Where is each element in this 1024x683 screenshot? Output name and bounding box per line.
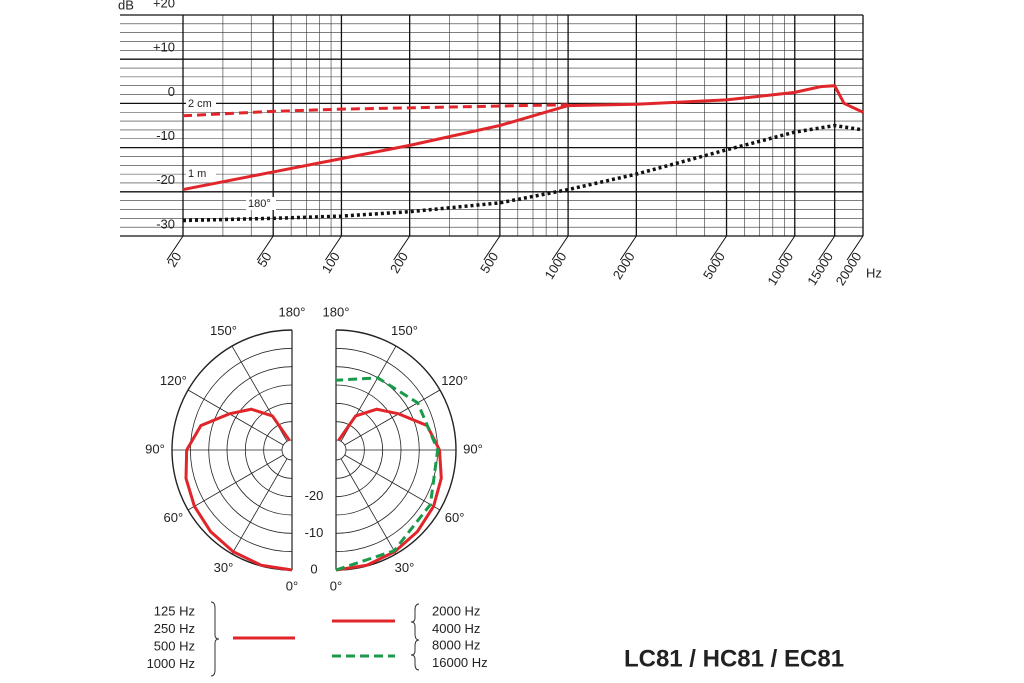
x-tick-label: 200	[387, 249, 411, 275]
polar-ring	[335, 439, 347, 461]
x-tick-label: 5000	[700, 249, 728, 281]
theta-label: 90°	[463, 441, 483, 456]
tick-mark	[483, 235, 501, 261]
y-axis-label: dB	[118, 0, 134, 12]
y-tick-label: -20	[156, 172, 175, 187]
legend-label: 16000 Hz	[432, 655, 488, 670]
tick-mark	[393, 235, 411, 261]
legend-label: 8000 Hz	[432, 637, 480, 652]
label-bg	[186, 97, 216, 110]
x-tick-label: 15000	[804, 249, 836, 288]
tick-mark	[710, 235, 727, 261]
r-tick-label: 0	[310, 561, 317, 576]
legend-brace	[210, 601, 220, 677]
theta-label: 60°	[164, 510, 184, 525]
polar-spoke	[231, 458, 288, 555]
legend-label: 2000 Hz	[432, 603, 480, 618]
y-tick-label: -10	[156, 128, 175, 143]
legend-label: 500 Hz	[154, 638, 195, 653]
theta-label: 60°	[445, 510, 465, 525]
label-bg	[246, 197, 276, 210]
series-line	[182, 84, 864, 192]
legend-label: 1000 Hz	[147, 656, 195, 671]
polar-spoke	[187, 389, 284, 446]
tick-mark	[551, 235, 569, 261]
x-tick-label: 20000	[833, 249, 865, 288]
x-tick-label: 10000	[764, 249, 796, 288]
label-bg	[186, 167, 216, 180]
x-tick-label: 2000	[610, 249, 638, 281]
x-tick-label: 50	[254, 249, 274, 269]
theta-label: 150°	[391, 323, 418, 338]
tick-mark	[818, 235, 836, 261]
legend-label: 125 Hz	[154, 603, 195, 618]
series-label: 180°	[248, 198, 271, 210]
polar-ring	[281, 439, 293, 461]
polar-spoke	[344, 454, 441, 511]
polar-curve	[335, 376, 440, 572]
legend-label: 4000 Hz	[432, 621, 480, 636]
tick-mark	[325, 235, 342, 261]
theta-label: 90°	[145, 441, 165, 456]
x-tick-label: 1000	[542, 249, 570, 281]
series-line	[182, 123, 864, 223]
legend-brace	[410, 639, 420, 671]
polar-curve	[335, 407, 443, 572]
theta-label: 120°	[441, 373, 468, 388]
y-tick-label: +10	[153, 40, 175, 55]
x-axis-label: Hz	[866, 265, 882, 280]
theta-label: 30°	[214, 560, 234, 575]
theta-label: 30°	[395, 560, 415, 575]
r-tick-label: -20	[305, 488, 324, 503]
theta-label: 0°	[330, 578, 342, 593]
series-label: 1 m	[188, 168, 206, 180]
theta-label: 150°	[210, 323, 237, 338]
x-tick-label: 100	[319, 249, 343, 275]
theta-label: 180°	[323, 304, 350, 319]
y-tick-label: -30	[156, 216, 175, 231]
series-line	[182, 103, 569, 118]
tick-mark	[256, 235, 274, 261]
tick-mark	[166, 235, 184, 261]
tick-mark	[619, 235, 637, 261]
x-tick-label: 500	[477, 249, 501, 275]
legend-label: 250 Hz	[154, 621, 195, 636]
polar-spoke	[340, 458, 397, 555]
tick-mark	[846, 235, 864, 261]
x-tick-label: 20	[164, 249, 184, 269]
y-tick-label: +20	[153, 0, 175, 10]
r-tick-label: -10	[305, 525, 324, 540]
theta-label: 0°	[286, 578, 298, 593]
polar-spoke	[187, 454, 284, 511]
series-label: 2 cm	[188, 98, 212, 110]
polar-curve	[184, 407, 293, 572]
y-tick-label: 0	[168, 84, 175, 99]
model-title: LC81 / HC81 / EC81	[624, 645, 844, 672]
theta-label: 180°	[279, 304, 306, 319]
legend-brace	[410, 603, 420, 641]
tick-mark	[778, 235, 796, 261]
theta-label: 120°	[160, 373, 187, 388]
polar-spoke	[344, 389, 441, 446]
